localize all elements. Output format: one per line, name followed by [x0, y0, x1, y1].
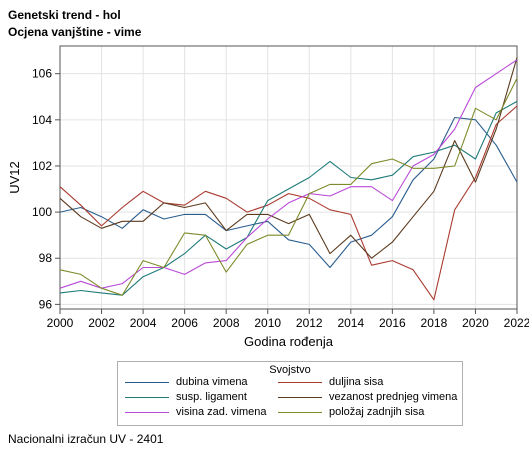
y-axis-label: UV12	[7, 161, 22, 194]
x-tick-label: 2022	[504, 316, 529, 330]
x-tick-label: 2002	[88, 316, 115, 330]
series-line-polo-aj-zadnjih-sisa	[59, 78, 518, 296]
footnote: Nacionalni izračun UV - 2401	[8, 432, 164, 446]
legend-label: vezanost prednjeg vimena	[329, 391, 458, 403]
x-tick-label: 2010	[254, 316, 281, 330]
x-tick-label: 2000	[47, 316, 74, 330]
legend-swatch	[125, 411, 169, 413]
y-tick-label: 98	[39, 251, 53, 265]
y-tick-label: 102	[32, 159, 52, 173]
x-tick-label: 2016	[379, 316, 406, 330]
x-tick-label: 2006	[171, 316, 198, 330]
legend-swatch	[278, 396, 322, 398]
x-tick-label: 2004	[130, 316, 157, 330]
x-tick-label: 2014	[337, 316, 364, 330]
y-tick-label: 106	[32, 67, 52, 81]
legend-item-visina-zad-vimena: visina zad. vimena	[125, 406, 267, 418]
legend-label: visina zad. vimena	[176, 406, 267, 418]
legend-item-polo-aj-zadnjih-sisa: položaj zadnjih sisa	[278, 406, 424, 418]
series-line-dubina-vimena	[59, 116, 518, 269]
chart-title: Genetski trend - hol	[8, 8, 121, 22]
x-tick-label: 2020	[462, 316, 489, 330]
x-axis-label: Godina rođenja	[244, 334, 334, 349]
series-line-vezanost-prednjeg-vimena	[59, 57, 518, 259]
y-tick-label: 100	[32, 205, 52, 219]
legend-swatch	[278, 411, 322, 413]
legend-swatch	[125, 381, 169, 383]
series-line-duljina-sisa	[59, 105, 518, 301]
y-tick-label: 104	[32, 113, 52, 127]
legend-item-duljina-sisa: duljina sisa	[278, 376, 383, 388]
series-line-visina-zad-vimena	[59, 59, 518, 289]
grid	[59, 46, 518, 309]
legend-item-vezanost-prednjeg-vimena: vezanost prednjeg vimena	[278, 391, 457, 403]
legend-item-susp-ligament: susp. ligament	[125, 391, 247, 403]
legend: Svojstvo dubina vimena duljina sisa susp. …	[117, 361, 463, 426]
x-tick-label: 2012	[296, 316, 323, 330]
plot-frame	[59, 45, 518, 310]
chart-subtitle: Ocjena vanjštine - vime	[8, 25, 142, 39]
legend-item-dubina-vimena: dubina vimena	[125, 376, 248, 388]
legend-label: susp. ligament	[176, 391, 247, 403]
legend-swatch	[278, 381, 322, 383]
legend-title: Svojstvo	[269, 364, 311, 376]
line-chart: 2000 2002 2004 2006 2008 2010 2012 2014 2016 2018…	[7, 45, 529, 349]
x-tick-label: 2018	[421, 316, 448, 330]
legend-swatch	[125, 396, 169, 398]
x-tick-label: 2008	[213, 316, 240, 330]
legend-label: dubina vimena	[176, 376, 248, 388]
legend-label: duljina sisa	[329, 376, 384, 388]
y-tick-label: 96	[39, 297, 53, 311]
series-lines	[59, 57, 518, 301]
series-line-susp-ligament	[59, 100, 518, 296]
axes: 2000 2002 2004 2006 2008 2010 2012 2014 2016 2018…	[32, 67, 529, 330]
legend-label: položaj zadnjih sisa	[329, 406, 425, 418]
